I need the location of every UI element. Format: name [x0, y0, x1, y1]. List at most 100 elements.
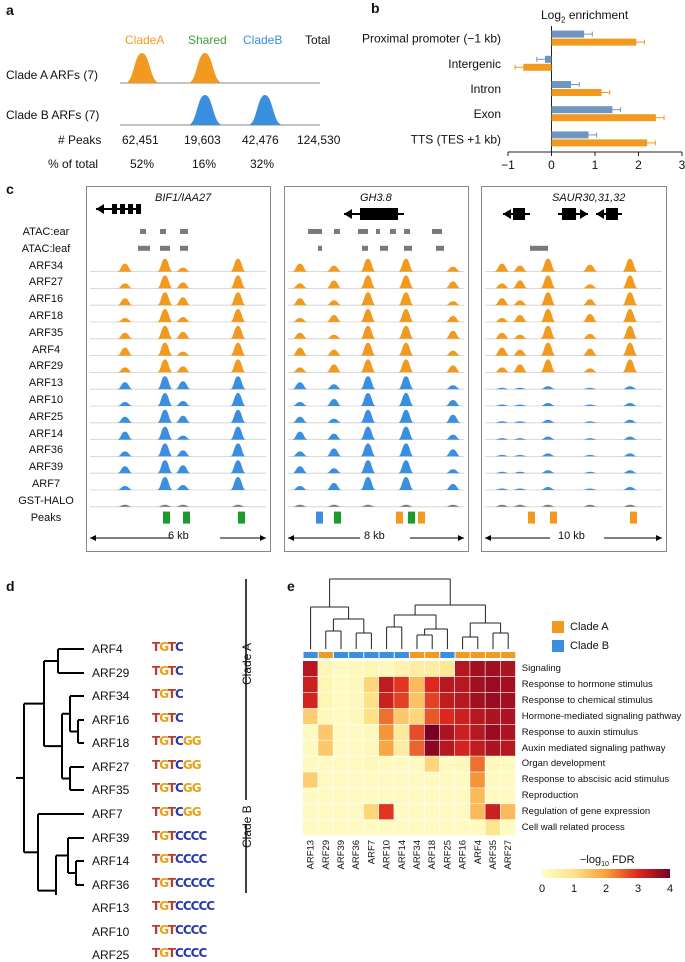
- heatmap-col-label: ARF18: [427, 840, 438, 870]
- tree-leaf-label: ARF27: [92, 760, 130, 774]
- heatmap-cell: [394, 804, 409, 820]
- col-total: Total: [305, 33, 331, 47]
- scale-arrow: [485, 535, 491, 541]
- heatmap-cell: [500, 724, 516, 740]
- signal-peak: [622, 342, 638, 356]
- logo-letter: G: [182, 805, 193, 819]
- clade-annotation-cell: [318, 652, 333, 658]
- heatmap-cell: [409, 804, 424, 820]
- logo-letter: C: [198, 899, 207, 913]
- sequence-logo: TGTCCCCC: [152, 899, 215, 913]
- track-label: Peaks: [30, 511, 62, 524]
- logo-letter: C: [175, 923, 184, 937]
- heatmap-cell: [348, 772, 364, 788]
- signal-peak: [494, 504, 510, 507]
- heatmap-cell: [485, 804, 500, 820]
- scale-arrow: [260, 535, 266, 541]
- signal-peak: [175, 415, 191, 423]
- atac-block: [138, 245, 150, 251]
- heatmap-cell: [424, 756, 440, 772]
- heatmap-cell: [424, 772, 440, 788]
- heatmap-cell: [455, 692, 470, 709]
- heatmap-row-label: Response to abscisic acid stimulus: [521, 774, 670, 786]
- signal-peak: [230, 292, 246, 306]
- signal-peak: [445, 281, 461, 289]
- logo-letter: G: [191, 758, 202, 772]
- signal-peak: [117, 466, 133, 474]
- signal-peak: [360, 342, 376, 356]
- logo-letter: C: [175, 946, 184, 960]
- signal-peak: [398, 426, 414, 440]
- signal-peak: [117, 283, 133, 289]
- track-label: ARF4: [31, 343, 61, 356]
- logo-letter: G: [159, 758, 169, 772]
- peak-call: [238, 511, 245, 524]
- signal-peak: [326, 483, 342, 490]
- signal-peak: [512, 454, 528, 457]
- heatmap-cell: [318, 756, 333, 772]
- heatmap-cell: [333, 661, 348, 677]
- signal-peak: [230, 342, 246, 356]
- signal-peak: [540, 309, 556, 322]
- heatmap-cell: [439, 740, 455, 756]
- logo-letter: T: [167, 664, 176, 678]
- signal-peak: [582, 333, 598, 339]
- signal-peak: [582, 504, 598, 507]
- signal-peak: [398, 292, 414, 306]
- signal-peak: [398, 393, 414, 406]
- track-label: ARF36: [28, 444, 64, 457]
- heatmap-col-label: ARF13: [306, 840, 317, 870]
- sequence-logo: TGTCCCC: [152, 852, 207, 866]
- signal-peak: [494, 387, 510, 390]
- x-tick-label: 3: [679, 158, 685, 172]
- heatmap-cell: [409, 676, 424, 693]
- scale-arrow: [90, 535, 96, 541]
- heatmap-col-label: ARF29: [321, 840, 332, 870]
- heatmap-cell: [394, 740, 409, 756]
- logo-letter: T: [167, 711, 176, 725]
- heatmap-cell: [485, 788, 500, 804]
- peak-call: [418, 511, 425, 524]
- logo-letter: C: [182, 852, 192, 866]
- signal-peak: [398, 443, 414, 457]
- colorscale-tick: 2: [603, 883, 609, 895]
- atac-block: [318, 245, 322, 251]
- logo-letter: G: [159, 687, 169, 701]
- signal-peak: [398, 342, 414, 356]
- heatmap-cell: [439, 820, 455, 836]
- signal-peak: [175, 366, 191, 373]
- heatmap-col-label: ARF34: [412, 840, 423, 870]
- track-label: ARF7: [31, 478, 61, 490]
- logo-letter: T: [167, 805, 176, 819]
- signal-peak: [230, 275, 246, 289]
- track-label: ARF34: [28, 259, 64, 272]
- heatmap-cell: [470, 804, 485, 820]
- signal-peak: [360, 426, 376, 440]
- logo-letter: C: [175, 664, 184, 678]
- signal-peak: [512, 438, 528, 440]
- signal-peak: [157, 376, 173, 390]
- heatmap-cell: [318, 692, 333, 709]
- signal-peak: [292, 431, 308, 440]
- signal-peak: [175, 331, 191, 339]
- heatmap-cell: [439, 772, 455, 788]
- signal-peak: [540, 419, 556, 423]
- heatmap-cell: [303, 772, 318, 788]
- signal-peak: [512, 387, 528, 390]
- logo-letter: C: [175, 829, 184, 843]
- heatmap-cell: [455, 788, 470, 804]
- panel-e-label: e: [287, 578, 295, 594]
- heatmap-cell: [379, 724, 394, 740]
- logo-letter: G: [182, 781, 193, 795]
- signal-peak: [292, 318, 308, 322]
- heatmap-cell: [333, 708, 348, 724]
- track-label: ATAC:leaf: [21, 242, 71, 255]
- heatmap-cell: [470, 708, 485, 724]
- logo-letter: C: [175, 640, 184, 654]
- signal-peak: [540, 504, 556, 507]
- atac-block: [358, 229, 368, 234]
- heatmap-cell: [318, 676, 333, 693]
- logo-letter: T: [152, 640, 160, 654]
- signal-peak: [230, 393, 246, 406]
- heatmap-cell: [455, 661, 470, 677]
